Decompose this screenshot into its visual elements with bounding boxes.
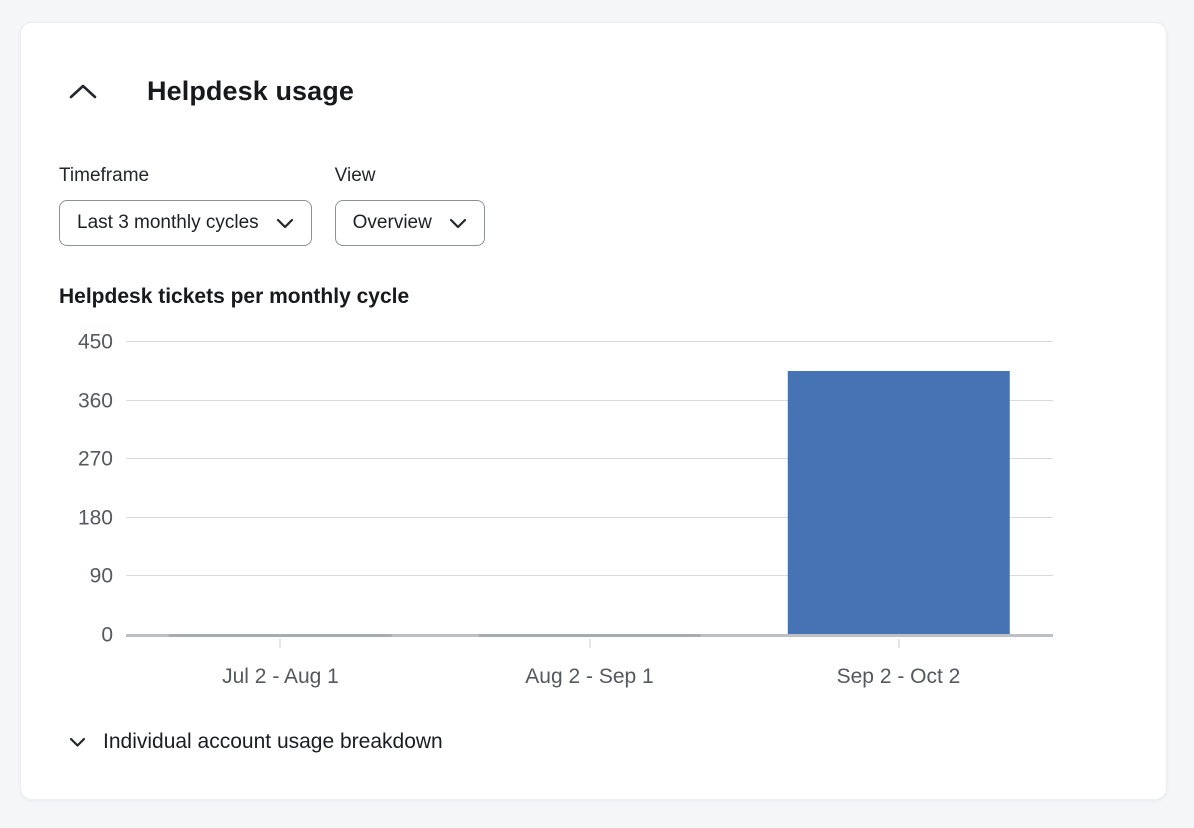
bar-sep-2-oct-2 [787, 371, 1010, 635]
filter-controls: Timeframe Last 3 monthly cycles View Ove… [21, 165, 1166, 246]
gridline [126, 575, 1053, 577]
x-tick-label: Aug 2 - Sep 1 [525, 665, 654, 688]
view-control: View Overview [334, 165, 485, 246]
y-tick-label: 180 [77, 506, 113, 530]
timeframe-select[interactable]: Last 3 monthly cycles [59, 200, 312, 246]
y-tick-label: 450 [77, 330, 113, 354]
bar-jul-2-aug-1 [169, 634, 392, 637]
x-axis-tick [589, 639, 590, 648]
x-tick-label: Jul 2 - Aug 1 [222, 665, 339, 688]
x-tick-label: Sep 2 - Oct 2 [836, 665, 961, 688]
gridline [126, 399, 1053, 401]
view-selected-value: Overview [352, 212, 432, 233]
breakdown-toggle[interactable]: Individual account usage breakdown [59, 730, 1128, 754]
helpdesk-usage-card: Helpdesk usage Timeframe Last 3 monthly … [20, 22, 1167, 800]
y-tick-label: 0 [101, 623, 113, 647]
gridline [126, 516, 1053, 518]
chart-title: Helpdesk tickets per monthly cycle [59, 285, 410, 308]
bar-chart: 0 90 180 270 360 450 Jul 2 - Aug 1 Aug 2 - Sep… [21, 332, 1166, 689]
chevron-down-icon [69, 737, 86, 748]
chevron-up-icon [68, 83, 98, 100]
bar-aug-2-sep-1 [478, 634, 701, 637]
timeframe-label: Timeframe [59, 165, 150, 186]
breakdown-label: Individual account usage breakdown [103, 730, 443, 753]
view-select[interactable]: Overview [334, 200, 485, 246]
x-axis-tick [898, 639, 899, 648]
gridline [126, 341, 1053, 342]
collapse-section-button[interactable] [61, 73, 105, 109]
x-axis-tick [279, 639, 281, 648]
y-tick-label: 360 [77, 389, 113, 413]
view-label: View [334, 165, 376, 186]
card-header: Helpdesk usage [21, 23, 1166, 109]
y-tick-label: 270 [77, 447, 113, 471]
timeframe-control: Timeframe Last 3 monthly cycles [59, 165, 312, 246]
gridline [126, 458, 1053, 460]
chart-plot-area: 0 90 180 270 360 450 [78, 332, 1053, 648]
timeframe-selected-value: Last 3 monthly cycles [77, 212, 259, 233]
chevron-down-icon [449, 218, 467, 229]
y-tick-label: 90 [89, 564, 113, 588]
section-title: Helpdesk usage [147, 75, 354, 106]
chevron-down-icon [276, 218, 294, 229]
x-axis-labels: Jul 2 - Aug 1 Aug 2 - Sep 1 Sep 2 - Oct 2 [126, 665, 1053, 689]
